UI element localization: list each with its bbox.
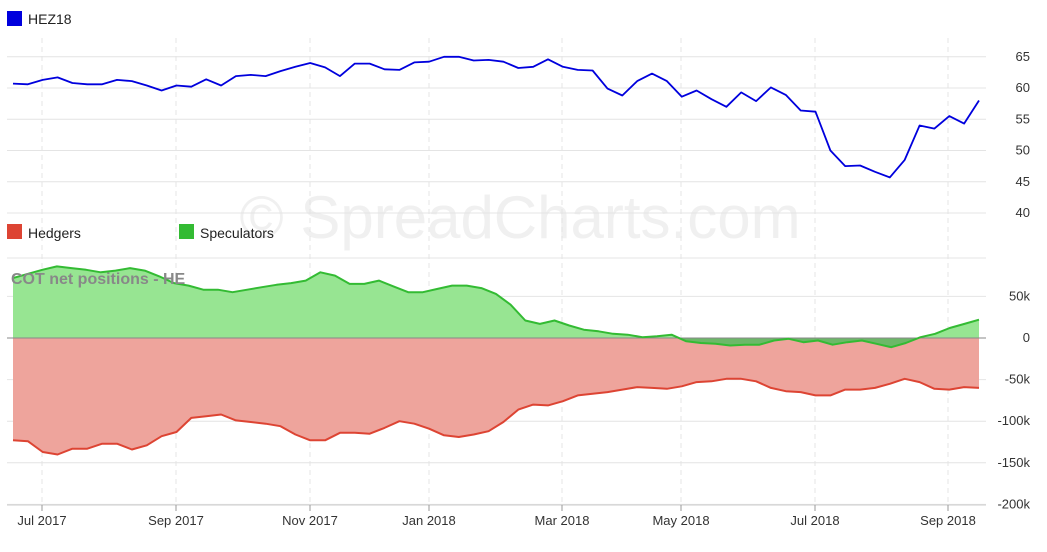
- price-y-tick-label: 60: [1016, 80, 1030, 95]
- cot-y-tick-label: -50k: [1005, 372, 1031, 387]
- x-tick-label: Jul 2018: [790, 513, 839, 528]
- series-line-speculators: [12, 265, 980, 349]
- series-line-hez18: [12, 55, 980, 179]
- x-tick-label: Jan 2018: [402, 513, 456, 528]
- x-tick-label: Jul 2017: [17, 513, 66, 528]
- price-y-tick-label: 55: [1016, 111, 1030, 126]
- legend-label-hedgers[interactable]: Hedgers: [28, 225, 81, 241]
- price-y-tick-label: 65: [1016, 49, 1030, 64]
- legend-swatch-speculators[interactable]: [179, 224, 194, 239]
- panel-title-cot: COT net positions - HE: [11, 271, 186, 288]
- price-panel: [12, 55, 980, 179]
- cot-y-tick-label: -150k: [997, 455, 1030, 470]
- x-tick-label: Nov 2017: [282, 513, 338, 528]
- cot-panel: [7, 265, 986, 456]
- cot-y-tick-label: 0: [1023, 330, 1030, 345]
- area-hedgers: [13, 338, 979, 455]
- price-legend[interactable]: HEZ18: [7, 11, 72, 27]
- x-tick-label: May 2018: [652, 513, 709, 528]
- legend-swatch-hez18[interactable]: [7, 11, 22, 26]
- cot-legend[interactable]: Hedgers Speculators: [7, 224, 274, 241]
- x-axis: 40 45 50 55 60 65 50k 0 -50k -100k -150k -200k Jul 2…: [7, 49, 1030, 528]
- series-line-hedgers: [12, 377, 980, 456]
- x-tick-label: Sep 2018: [920, 513, 976, 528]
- price-y-tick-label: 50: [1016, 143, 1030, 158]
- legend-label-speculators[interactable]: Speculators: [200, 225, 274, 241]
- x-tick-label: Sep 2017: [148, 513, 204, 528]
- legend-label-hez18[interactable]: HEZ18: [28, 11, 72, 27]
- cot-y-tick-label: 50k: [1009, 288, 1030, 303]
- price-y-tick-label: 45: [1016, 174, 1030, 189]
- watermark-text: © SpreadCharts.com: [239, 184, 800, 251]
- price-y-tick-label: 40: [1016, 205, 1030, 220]
- cot-y-tick-label: -200k: [997, 496, 1030, 511]
- x-tick-label: Mar 2018: [535, 513, 590, 528]
- area-speculators-positive: [13, 266, 979, 338]
- cot-y-tick-label: -100k: [997, 413, 1030, 428]
- legend-swatch-hedgers[interactable]: [7, 224, 22, 239]
